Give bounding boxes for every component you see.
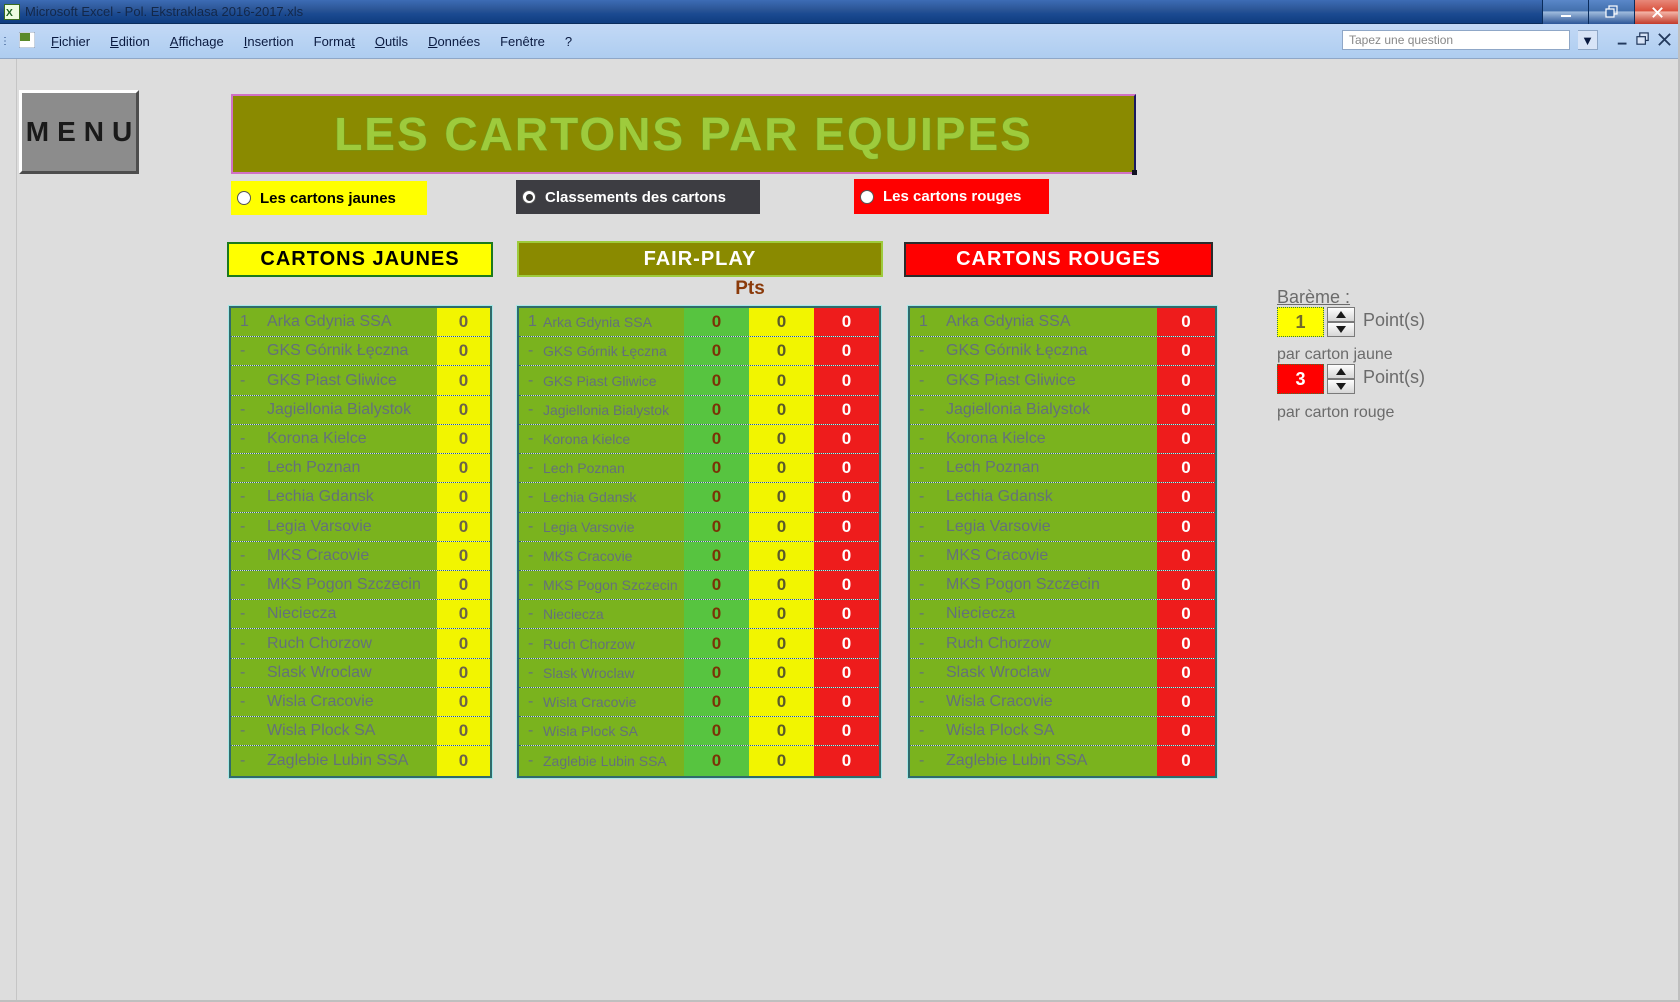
svg-text:X: X <box>6 6 13 18</box>
